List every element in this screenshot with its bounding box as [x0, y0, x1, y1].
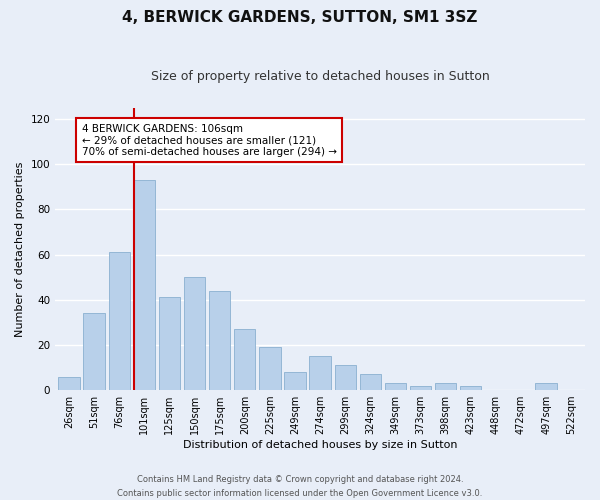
Bar: [134, 180, 155, 390]
X-axis label: Distribution of detached houses by size in Sutton: Distribution of detached houses by size …: [183, 440, 457, 450]
Title: Size of property relative to detached houses in Sutton: Size of property relative to detached ho…: [151, 70, 490, 83]
Bar: [435, 384, 457, 390]
Bar: [460, 386, 481, 390]
Bar: [209, 290, 230, 390]
Bar: [83, 314, 105, 390]
Bar: [284, 372, 305, 390]
Text: 4 BERWICK GARDENS: 106sqm
← 29% of detached houses are smaller (121)
70% of semi: 4 BERWICK GARDENS: 106sqm ← 29% of detac…: [82, 124, 337, 157]
Bar: [58, 376, 80, 390]
Bar: [184, 277, 205, 390]
Bar: [159, 298, 180, 390]
Bar: [535, 384, 557, 390]
Bar: [109, 252, 130, 390]
Text: Contains HM Land Registry data © Crown copyright and database right 2024.
Contai: Contains HM Land Registry data © Crown c…: [118, 476, 482, 498]
Bar: [335, 365, 356, 390]
Bar: [410, 386, 431, 390]
Bar: [385, 384, 406, 390]
Text: 4, BERWICK GARDENS, SUTTON, SM1 3SZ: 4, BERWICK GARDENS, SUTTON, SM1 3SZ: [122, 10, 478, 25]
Bar: [310, 356, 331, 390]
Bar: [259, 347, 281, 390]
Bar: [359, 374, 381, 390]
Y-axis label: Number of detached properties: Number of detached properties: [15, 161, 25, 336]
Bar: [234, 329, 256, 390]
